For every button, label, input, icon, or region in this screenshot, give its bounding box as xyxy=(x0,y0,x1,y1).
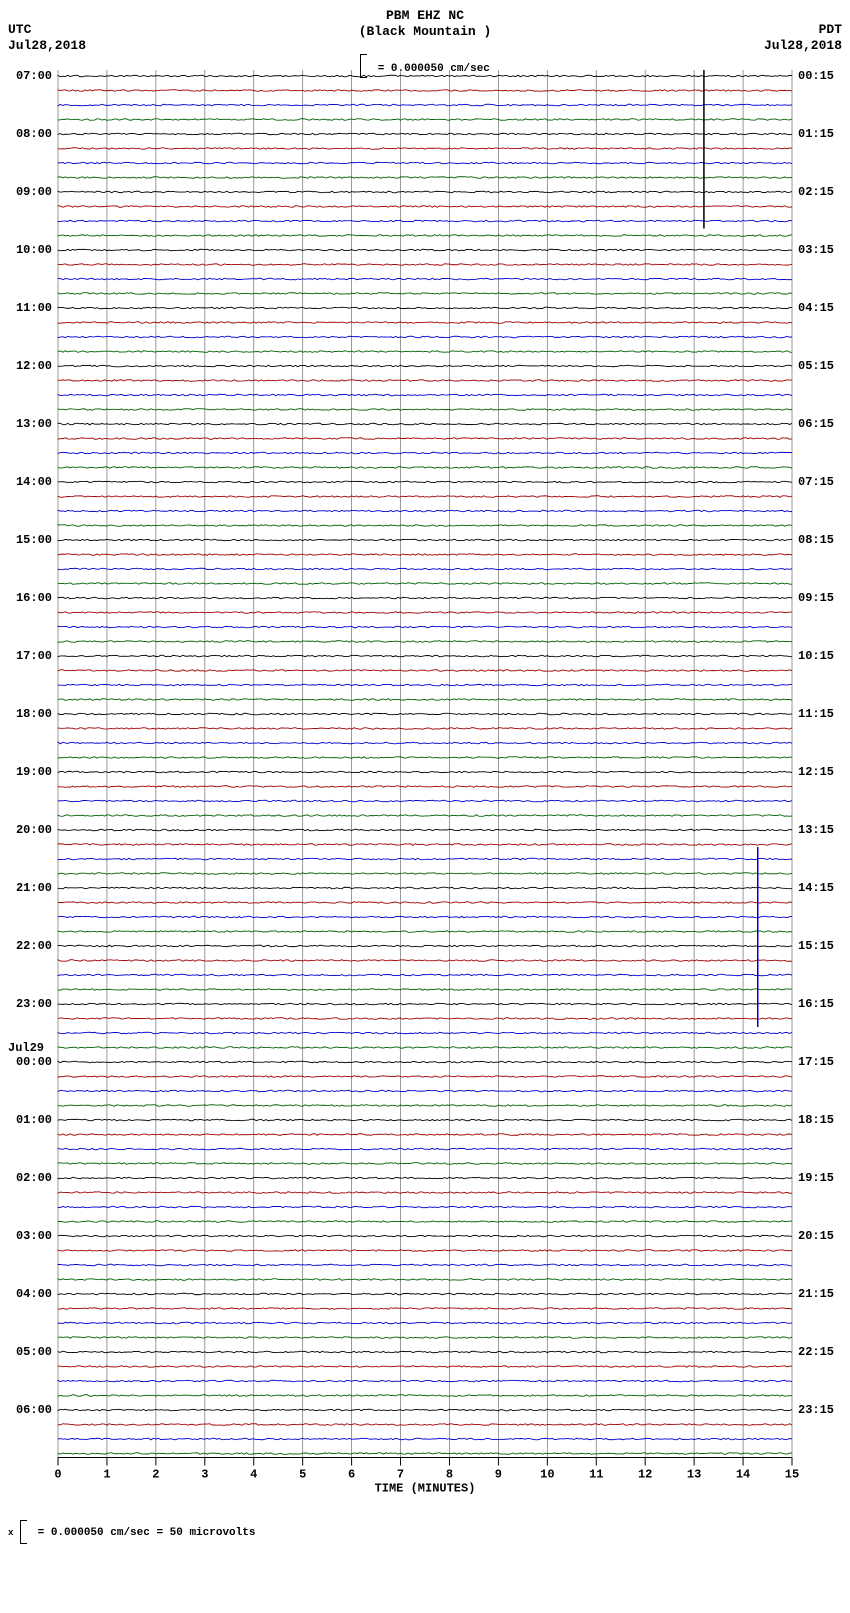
left-day-label: Jul29 xyxy=(8,1042,44,1054)
svg-text:14: 14 xyxy=(736,1468,750,1482)
footer: x = 0.000050 cm/sec = 50 microvolts xyxy=(8,1520,842,1544)
right-hour-label: 11:15 xyxy=(798,708,834,720)
right-hour-label: 08:15 xyxy=(798,534,834,546)
right-hour-label: 09:15 xyxy=(798,592,834,604)
right-hour-label: 17:15 xyxy=(798,1056,834,1068)
left-hour-label: 13:00 xyxy=(16,418,52,430)
right-tz-block: PDT Jul28,2018 xyxy=(764,22,842,54)
left-hour-label: 01:00 xyxy=(16,1114,52,1126)
svg-text:6: 6 xyxy=(348,1468,355,1482)
plot-svg: 0123456789101112131415TIME (MINUTES) xyxy=(8,70,842,1508)
right-hour-label: 14:15 xyxy=(798,882,834,894)
header: UTC Jul28,2018 PBM EHZ NC (Black Mountai… xyxy=(8,8,842,70)
svg-text:12: 12 xyxy=(638,1468,652,1482)
svg-text:11: 11 xyxy=(589,1468,603,1482)
right-hour-label: 19:15 xyxy=(798,1172,834,1184)
left-hour-label: 07:00 xyxy=(16,70,52,82)
left-hour-label: 15:00 xyxy=(16,534,52,546)
right-hour-label: 13:15 xyxy=(798,824,834,836)
left-hour-label: 00:00 xyxy=(16,1056,52,1068)
svg-text:4: 4 xyxy=(250,1468,257,1482)
svg-text:3: 3 xyxy=(201,1468,208,1482)
left-hour-label: 21:00 xyxy=(16,882,52,894)
left-hour-label: 05:00 xyxy=(16,1346,52,1358)
scale-bar-icon xyxy=(20,1520,27,1544)
left-hour-label: 12:00 xyxy=(16,360,52,372)
plot-area: 0123456789101112131415TIME (MINUTES) 07:… xyxy=(8,70,842,1508)
svg-text:9: 9 xyxy=(495,1468,502,1482)
left-hour-label: 09:00 xyxy=(16,186,52,198)
svg-text:8: 8 xyxy=(446,1468,453,1482)
left-hour-label: 17:00 xyxy=(16,650,52,662)
left-hour-label: 23:00 xyxy=(16,998,52,1010)
svg-text:0: 0 xyxy=(54,1468,61,1482)
svg-text:7: 7 xyxy=(397,1468,404,1482)
svg-text:15: 15 xyxy=(785,1468,799,1482)
svg-text:1: 1 xyxy=(103,1468,110,1482)
right-hour-label: 21:15 xyxy=(798,1288,834,1300)
right-hour-label: 18:15 xyxy=(798,1114,834,1126)
left-tz-date: Jul28,2018 xyxy=(8,38,86,54)
helicorder-plot: UTC Jul28,2018 PBM EHZ NC (Black Mountai… xyxy=(8,8,842,1544)
station-name: (Black Mountain ) xyxy=(8,24,842,40)
svg-text:TIME (MINUTES): TIME (MINUTES) xyxy=(375,1482,476,1496)
right-hour-label: 16:15 xyxy=(798,998,834,1010)
right-hour-label: 15:15 xyxy=(798,940,834,952)
right-tz-date: Jul28,2018 xyxy=(764,38,842,54)
left-hour-label: 11:00 xyxy=(16,302,52,314)
svg-text:2: 2 xyxy=(152,1468,159,1482)
left-hour-label: 16:00 xyxy=(16,592,52,604)
right-hour-label: 01:15 xyxy=(798,128,834,140)
right-hour-label: 05:15 xyxy=(798,360,834,372)
left-hour-label: 19:00 xyxy=(16,766,52,778)
left-hour-label: 08:00 xyxy=(16,128,52,140)
left-hour-label: 18:00 xyxy=(16,708,52,720)
svg-text:13: 13 xyxy=(687,1468,701,1482)
left-hour-label: 03:00 xyxy=(16,1230,52,1242)
left-hour-label: 02:00 xyxy=(16,1172,52,1184)
svg-text:10: 10 xyxy=(540,1468,554,1482)
right-tz-label: PDT xyxy=(764,22,842,38)
left-hour-label: 10:00 xyxy=(16,244,52,256)
station-code: PBM EHZ NC xyxy=(8,8,842,24)
left-hour-label: 14:00 xyxy=(16,476,52,488)
right-hour-label: 04:15 xyxy=(798,302,834,314)
left-hour-label: 06:00 xyxy=(16,1404,52,1416)
right-hour-label: 12:15 xyxy=(798,766,834,778)
title-block: PBM EHZ NC (Black Mountain ) xyxy=(8,8,842,40)
right-hour-label: 23:15 xyxy=(798,1404,834,1416)
right-hour-label: 00:15 xyxy=(798,70,834,82)
right-hour-label: 20:15 xyxy=(798,1230,834,1242)
right-hour-label: 03:15 xyxy=(798,244,834,256)
left-hour-label: 20:00 xyxy=(16,824,52,836)
left-hour-label: 04:00 xyxy=(16,1288,52,1300)
svg-text:5: 5 xyxy=(299,1468,306,1482)
left-hour-label: 22:00 xyxy=(16,940,52,952)
right-hour-label: 02:15 xyxy=(798,186,834,198)
footer-text: = 0.000050 cm/sec = 50 microvolts xyxy=(38,1526,256,1538)
right-hour-label: 22:15 xyxy=(798,1346,834,1358)
right-hour-label: 07:15 xyxy=(798,476,834,488)
right-hour-label: 06:15 xyxy=(798,418,834,430)
right-hour-label: 10:15 xyxy=(798,650,834,662)
